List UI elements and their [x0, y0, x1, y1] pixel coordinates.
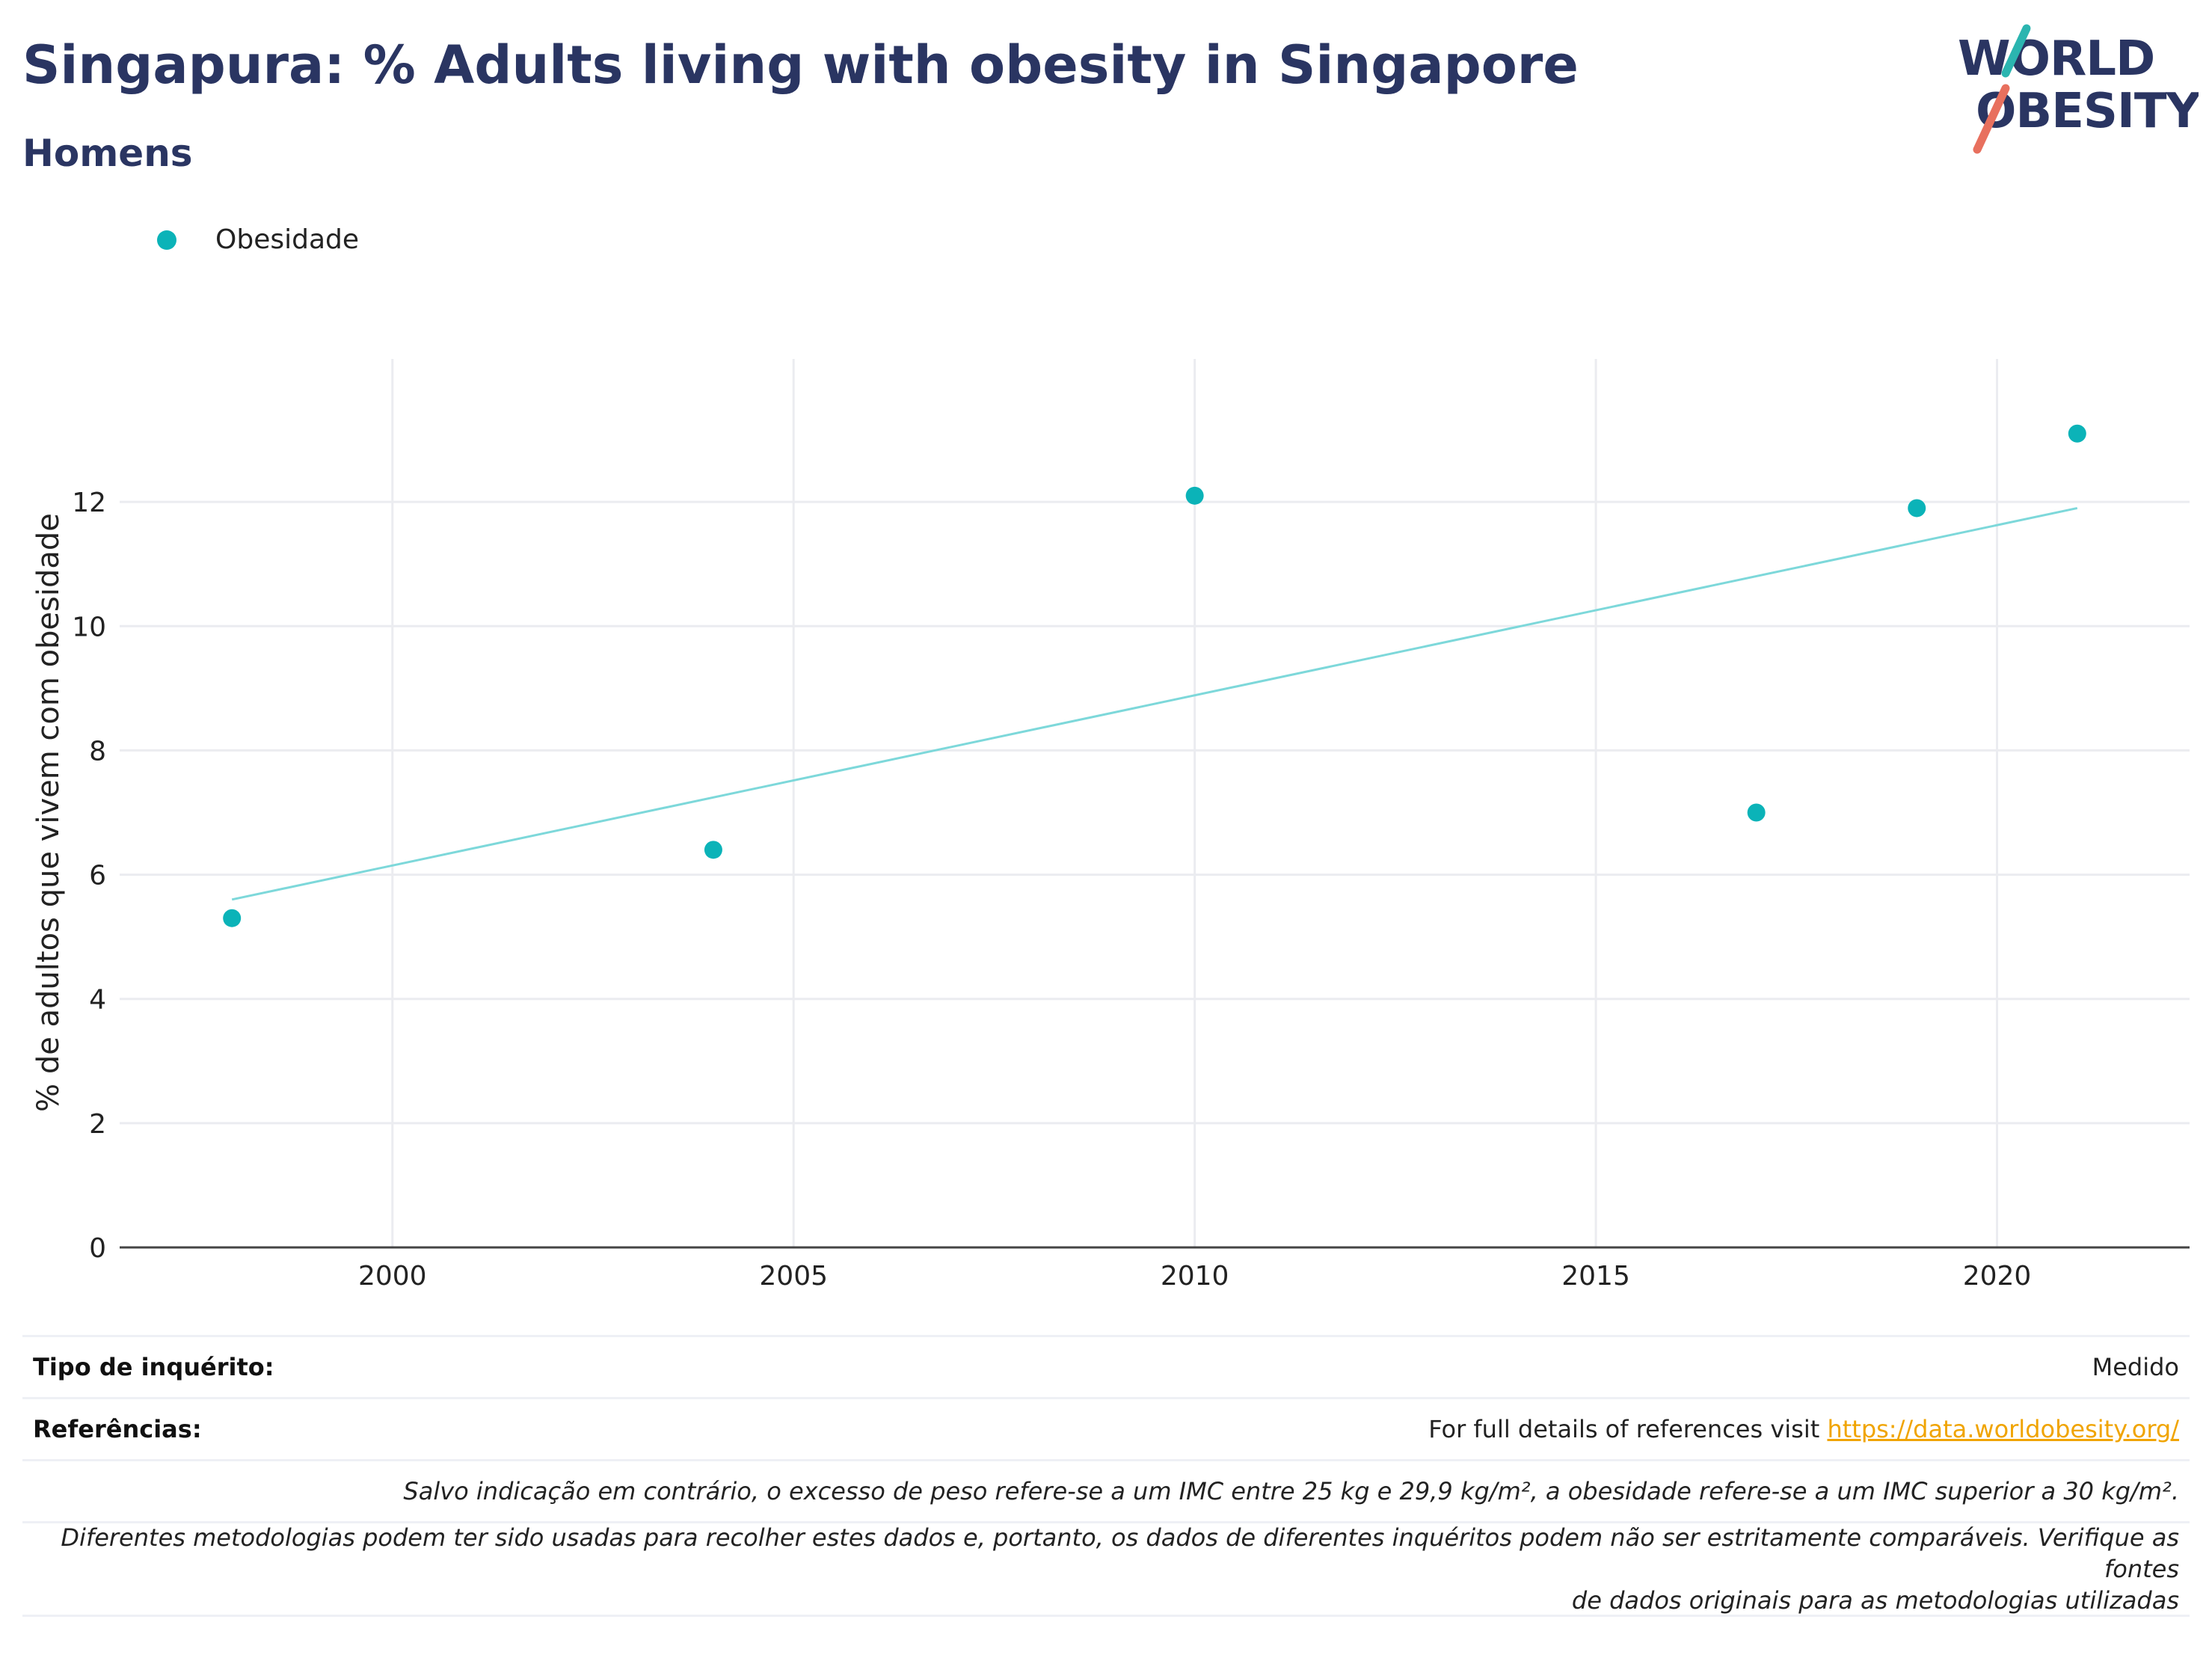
- bmi-note: Salvo indicação em contrário, o excesso …: [403, 1477, 2179, 1505]
- y-tick-label: 2: [89, 1109, 106, 1140]
- survey-type-label: Tipo de inquérito:: [33, 1353, 274, 1381]
- y-tick-label: 8: [89, 736, 106, 767]
- y-tick-label: 6: [89, 861, 106, 891]
- chart-subtitle: Homens: [22, 132, 193, 175]
- y-tick-label: 10: [72, 612, 106, 642]
- methodology-note: Diferentes metodologias podem ter sido u…: [33, 1522, 2179, 1616]
- y-axis-label: % de adultos que vivem com obesidade: [31, 513, 66, 1112]
- references-label: Referências:: [33, 1415, 202, 1443]
- x-tick-label: 2005: [759, 1261, 828, 1292]
- chart-legend[interactable]: Obesidade: [157, 224, 359, 255]
- world-obesity-logo: WORLD OBESITY: [1958, 24, 2199, 154]
- data-point: [1747, 803, 1766, 822]
- legend-marker: [157, 230, 176, 250]
- x-tick-label: 2015: [1561, 1261, 1630, 1292]
- references-value: For full details of references visit htt…: [1428, 1415, 2179, 1443]
- data-point: [704, 841, 722, 859]
- methodology-note-row: Diferentes metodologias podem ter sido u…: [22, 1521, 2190, 1617]
- data-point: [2068, 424, 2086, 443]
- info-table: Tipo de inquérito: Medido Referências: F…: [22, 1335, 2190, 1617]
- data-point: [1908, 499, 1926, 518]
- y-tick-label: 12: [72, 488, 106, 518]
- trend-line: [231, 506, 2078, 901]
- scatter-chart: 0 2 4 6 8 10 12 2000 2005 2010 2015 2020 % de adulto…: [31, 359, 2190, 1292]
- references-text: For full details of references visit: [1428, 1415, 1828, 1443]
- chart-title: Singapura: % Adults living with obesity …: [22, 34, 1579, 96]
- legend-label: Obesidade: [215, 224, 360, 255]
- y-tick-label: 4: [89, 985, 106, 1016]
- x-tick-label: 2000: [358, 1261, 427, 1292]
- data-point: [1185, 486, 1204, 505]
- data-point: [223, 909, 242, 927]
- bmi-note-row: Salvo indicação em contrário, o excesso …: [22, 1459, 2190, 1521]
- references-link[interactable]: https://data.worldobesity.org/: [1827, 1415, 2179, 1443]
- x-tick-label: 2020: [1963, 1261, 2032, 1292]
- y-tick-label: 0: [89, 1233, 106, 1264]
- methodology-note-line1: Diferentes metodologias podem ter sido u…: [61, 1523, 2179, 1583]
- svg-text:OBESITY: OBESITY: [1976, 84, 2199, 139]
- methodology-note-line2: de dados originais para as metodologias …: [1571, 1586, 2179, 1615]
- references-row: Referências: For full details of referen…: [22, 1397, 2190, 1459]
- x-tick-label: 2010: [1161, 1261, 1229, 1292]
- survey-type-row: Tipo de inquérito: Medido: [22, 1335, 2190, 1397]
- svg-text:WORLD: WORLD: [1958, 31, 2154, 87]
- survey-type-value: Medido: [2092, 1353, 2179, 1381]
